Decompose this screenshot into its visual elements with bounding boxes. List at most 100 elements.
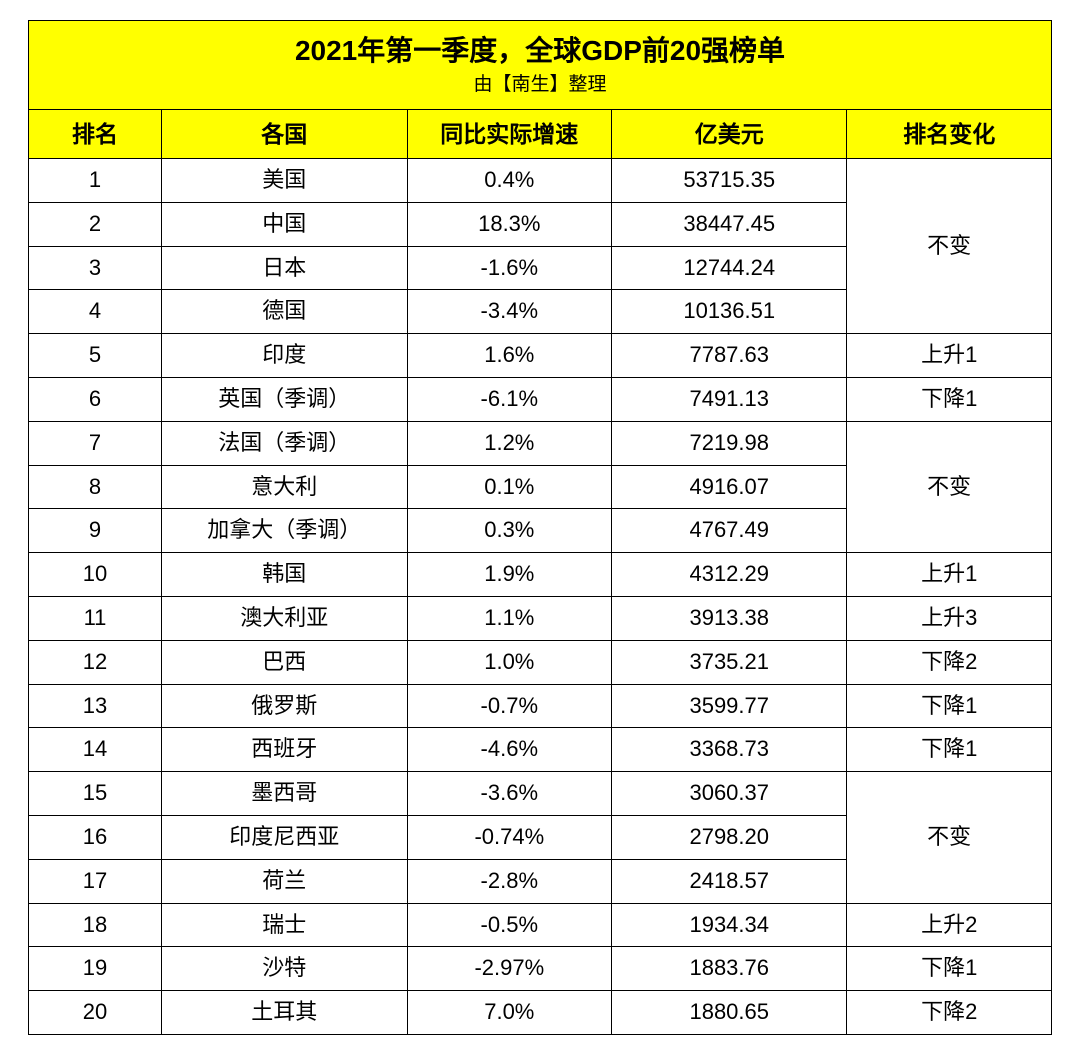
cell-rank: 6 xyxy=(29,377,162,421)
table-body: 1美国0.4%53715.35不变2中国18.3%38447.453日本-1.6… xyxy=(29,158,1052,1034)
cell-growth: 1.6% xyxy=(407,334,612,378)
cell-country: 印度尼西亚 xyxy=(161,815,407,859)
cell-gdp: 7491.13 xyxy=(612,377,847,421)
table-row: 12巴西1.0%3735.21下降2 xyxy=(29,640,1052,684)
cell-rank-change: 下降2 xyxy=(847,991,1052,1035)
cell-growth: -6.1% xyxy=(407,377,612,421)
cell-gdp: 4767.49 xyxy=(612,509,847,553)
cell-country: 土耳其 xyxy=(161,991,407,1035)
cell-gdp: 10136.51 xyxy=(612,290,847,334)
cell-country: 西班牙 xyxy=(161,728,407,772)
cell-rank: 3 xyxy=(29,246,162,290)
table-row: 19沙特-2.97%1883.76下降1 xyxy=(29,947,1052,991)
cell-growth: 0.4% xyxy=(407,158,612,202)
cell-rank: 11 xyxy=(29,596,162,640)
cell-country: 法国（季调） xyxy=(161,421,407,465)
cell-rank: 13 xyxy=(29,684,162,728)
cell-growth: -1.6% xyxy=(407,246,612,290)
table-subtitle: 由【南生】整理 xyxy=(29,72,1052,109)
cell-rank: 15 xyxy=(29,772,162,816)
cell-rank-change: 下降2 xyxy=(847,640,1052,684)
table-row: 6英国（季调）-6.1%7491.13下降1 xyxy=(29,377,1052,421)
cell-growth: 1.2% xyxy=(407,421,612,465)
cell-rank: 9 xyxy=(29,509,162,553)
cell-rank-change: 上升2 xyxy=(847,903,1052,947)
cell-gdp: 1880.65 xyxy=(612,991,847,1035)
cell-gdp: 2798.20 xyxy=(612,815,847,859)
cell-growth: 0.3% xyxy=(407,509,612,553)
page-container: 2021年第一季度，全球GDP前20强榜单 由【南生】整理 排名 各国 同比实际… xyxy=(0,0,1080,1055)
col-header-gdp: 亿美元 xyxy=(612,109,847,158)
cell-growth: 1.9% xyxy=(407,553,612,597)
table-row: 13俄罗斯-0.7%3599.77下降1 xyxy=(29,684,1052,728)
cell-rank: 10 xyxy=(29,553,162,597)
cell-country: 日本 xyxy=(161,246,407,290)
table-row: 11澳大利亚1.1%3913.38上升3 xyxy=(29,596,1052,640)
cell-rank-change: 不变 xyxy=(847,772,1052,903)
table-row: 20土耳其7.0%1880.65下降2 xyxy=(29,991,1052,1035)
cell-growth: -2.8% xyxy=(407,859,612,903)
cell-growth: 1.0% xyxy=(407,640,612,684)
col-header-growth: 同比实际增速 xyxy=(407,109,612,158)
cell-country: 澳大利亚 xyxy=(161,596,407,640)
cell-rank: 19 xyxy=(29,947,162,991)
col-header-change: 排名变化 xyxy=(847,109,1052,158)
cell-rank-change: 下降1 xyxy=(847,684,1052,728)
cell-country: 意大利 xyxy=(161,465,407,509)
cell-gdp: 12744.24 xyxy=(612,246,847,290)
cell-rank: 16 xyxy=(29,815,162,859)
cell-rank-change: 不变 xyxy=(847,158,1052,333)
table-row: 5印度1.6%7787.63上升1 xyxy=(29,334,1052,378)
cell-rank-change: 下降1 xyxy=(847,377,1052,421)
cell-gdp: 53715.35 xyxy=(612,158,847,202)
cell-growth: -0.74% xyxy=(407,815,612,859)
cell-growth: -3.4% xyxy=(407,290,612,334)
cell-gdp: 4312.29 xyxy=(612,553,847,597)
col-header-country: 各国 xyxy=(161,109,407,158)
cell-growth: 18.3% xyxy=(407,202,612,246)
cell-country: 中国 xyxy=(161,202,407,246)
col-header-rank: 排名 xyxy=(29,109,162,158)
cell-country: 瑞士 xyxy=(161,903,407,947)
cell-rank: 7 xyxy=(29,421,162,465)
cell-gdp: 1934.34 xyxy=(612,903,847,947)
cell-country: 英国（季调） xyxy=(161,377,407,421)
cell-growth: 1.1% xyxy=(407,596,612,640)
cell-growth: 7.0% xyxy=(407,991,612,1035)
cell-rank-change: 下降1 xyxy=(847,947,1052,991)
cell-growth: -3.6% xyxy=(407,772,612,816)
table-title: 2021年第一季度，全球GDP前20强榜单 xyxy=(29,21,1052,73)
gdp-ranking-table: 2021年第一季度，全球GDP前20强榜单 由【南生】整理 排名 各国 同比实际… xyxy=(28,20,1052,1035)
cell-country: 墨西哥 xyxy=(161,772,407,816)
cell-rank-change: 上升3 xyxy=(847,596,1052,640)
cell-gdp: 1883.76 xyxy=(612,947,847,991)
cell-country: 韩国 xyxy=(161,553,407,597)
cell-gdp: 3735.21 xyxy=(612,640,847,684)
cell-country: 美国 xyxy=(161,158,407,202)
cell-rank: 8 xyxy=(29,465,162,509)
cell-country: 德国 xyxy=(161,290,407,334)
cell-country: 巴西 xyxy=(161,640,407,684)
cell-rank: 20 xyxy=(29,991,162,1035)
cell-country: 加拿大（季调） xyxy=(161,509,407,553)
cell-rank-change: 下降1 xyxy=(847,728,1052,772)
cell-rank: 2 xyxy=(29,202,162,246)
cell-gdp: 3368.73 xyxy=(612,728,847,772)
cell-country: 荷兰 xyxy=(161,859,407,903)
cell-gdp: 3599.77 xyxy=(612,684,847,728)
table-row: 7法国（季调）1.2%7219.98不变 xyxy=(29,421,1052,465)
cell-growth: -0.7% xyxy=(407,684,612,728)
cell-growth: -0.5% xyxy=(407,903,612,947)
cell-rank: 17 xyxy=(29,859,162,903)
table-row: 15墨西哥-3.6%3060.37不变 xyxy=(29,772,1052,816)
cell-rank-change: 上升1 xyxy=(847,553,1052,597)
cell-rank: 14 xyxy=(29,728,162,772)
cell-gdp: 2418.57 xyxy=(612,859,847,903)
table-row: 18瑞士-0.5%1934.34上升2 xyxy=(29,903,1052,947)
cell-gdp: 3913.38 xyxy=(612,596,847,640)
cell-gdp: 7787.63 xyxy=(612,334,847,378)
cell-country: 印度 xyxy=(161,334,407,378)
table-row: 1美国0.4%53715.35不变 xyxy=(29,158,1052,202)
cell-rank: 4 xyxy=(29,290,162,334)
cell-rank: 5 xyxy=(29,334,162,378)
